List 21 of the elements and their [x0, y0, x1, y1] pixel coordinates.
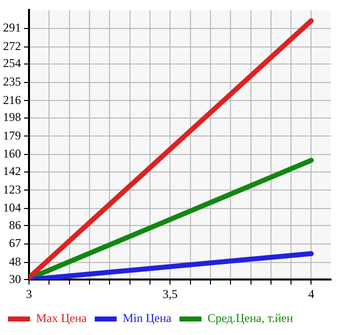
y-tick-label: 198 — [3, 110, 21, 124]
y-tick-label: 291 — [3, 20, 21, 35]
x-tick-label: 4 — [308, 286, 314, 301]
y-tick-label: 142 — [3, 164, 21, 178]
legend-label: Min Цена — [122, 311, 172, 326]
y-tick-label: 216 — [3, 92, 21, 107]
y-tick-label: 67 — [9, 236, 21, 250]
y-tick-label: 30 — [9, 272, 21, 286]
y-tick-label: 86 — [9, 218, 21, 232]
y-tick-label: 160 — [3, 146, 21, 161]
y-tick-label: 254 — [3, 56, 21, 70]
y-tick-label: 104 — [3, 200, 21, 215]
legend-label: Max Цена — [36, 311, 88, 326]
y-tick-label: 48 — [9, 254, 21, 268]
y-tick-label: 123 — [3, 182, 21, 196]
y-tick-label: 235 — [3, 74, 21, 89]
legend-label: Сред.Цена, т.йен — [207, 311, 294, 326]
x-tick-label: 3,5 — [162, 286, 178, 301]
y-tick-label: 179 — [3, 128, 21, 142]
y-tick-label: 272 — [3, 38, 21, 53]
x-tick-label: 3 — [26, 286, 32, 301]
